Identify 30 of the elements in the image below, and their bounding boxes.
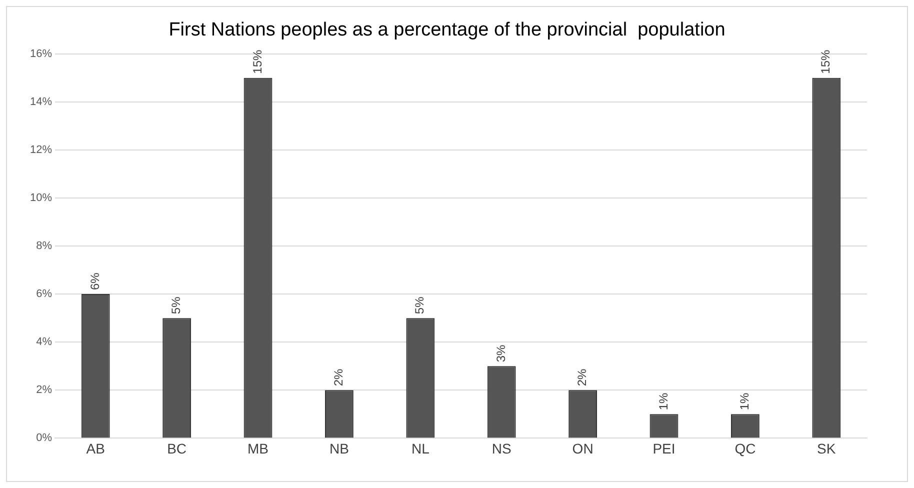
y-tick-label: 8% bbox=[36, 240, 52, 252]
x-tick-label: SK bbox=[817, 440, 836, 456]
x-tick-label: PEI bbox=[652, 440, 676, 456]
data-label: 15% bbox=[250, 49, 264, 74]
x-tick-label: QC bbox=[734, 440, 756, 456]
data-label: 3% bbox=[494, 344, 508, 362]
data-label: 6% bbox=[88, 272, 102, 290]
x-tick-label: NS bbox=[492, 440, 512, 456]
x-tick-label: BC bbox=[167, 440, 187, 456]
y-tick-label: 2% bbox=[36, 384, 52, 396]
y-tick-label: 4% bbox=[36, 336, 52, 348]
data-label: 2% bbox=[332, 368, 346, 386]
x-tick-label: NB bbox=[329, 440, 349, 456]
data-label: 1% bbox=[656, 392, 670, 410]
data-label: 15% bbox=[818, 49, 833, 74]
x-tick-label: ON bbox=[572, 440, 594, 456]
data-label: 5% bbox=[412, 296, 427, 314]
y-tick-label: 10% bbox=[30, 192, 52, 204]
data-label: 5% bbox=[169, 296, 184, 314]
x-tick-label: AB bbox=[86, 440, 105, 456]
y-tick-label: 16% bbox=[30, 48, 52, 60]
y-tick-label: 12% bbox=[30, 144, 52, 156]
data-label: 1% bbox=[738, 392, 752, 410]
data-label: 2% bbox=[575, 368, 590, 386]
chart-title: First Nations peoples as a percentage of the provincial population bbox=[168, 20, 726, 41]
x-tick-label: NL bbox=[411, 440, 430, 456]
y-tick-label: 6% bbox=[36, 288, 52, 300]
y-tick-label: 14% bbox=[30, 96, 52, 108]
y-tick-label: 0% bbox=[36, 432, 52, 444]
x-tick-label: MB bbox=[248, 440, 269, 456]
